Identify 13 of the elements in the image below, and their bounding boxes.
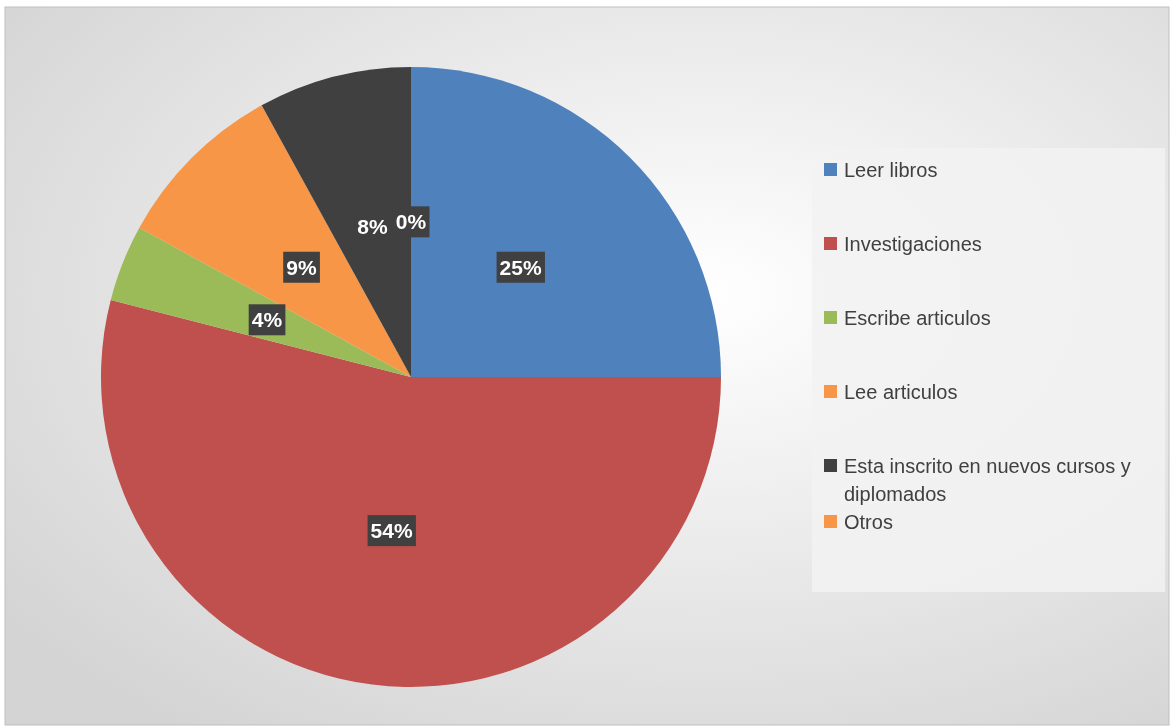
data-label: 54% bbox=[370, 519, 413, 543]
text: 0% bbox=[395, 210, 427, 234]
data-label: 4% bbox=[251, 308, 283, 332]
legend-label: Otros bbox=[844, 511, 893, 533]
legend-label: Leer libros bbox=[844, 159, 938, 181]
legend-label: Investigaciones bbox=[844, 233, 982, 255]
data-label: 25% bbox=[499, 255, 542, 279]
data-label: 9% bbox=[286, 255, 317, 279]
legend-label: Escribe articulos bbox=[844, 307, 991, 329]
data-label: 8% bbox=[357, 215, 388, 239]
legend-label: Lee articulos bbox=[844, 381, 958, 403]
legend-label: Esta inscrito en nuevos cursos y diplomados bbox=[844, 455, 1131, 505]
pie-slice bbox=[101, 299, 721, 687]
